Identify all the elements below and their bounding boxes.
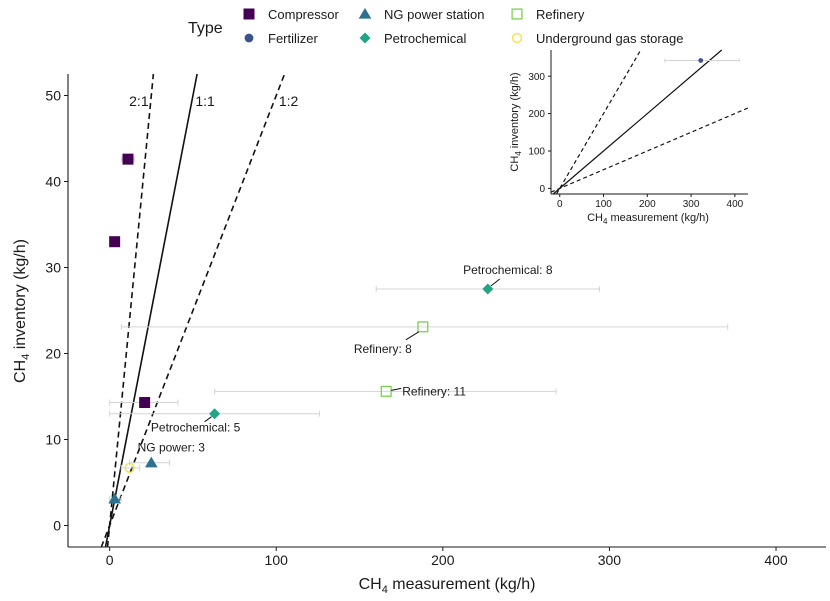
inset-x-tick-label: 0 <box>557 199 563 210</box>
legend-marker-compressor <box>243 8 255 20</box>
main-y-tick-label: 30 <box>45 260 61 276</box>
legend-items: Compressor Fertilizer NG power station Petr… <box>243 7 683 46</box>
legend-label-refinery: Refinery <box>536 7 585 22</box>
inset-x-tick-label: 300 <box>683 199 700 210</box>
inset-y-tick-label: 0 <box>539 184 545 195</box>
main-x-tick-label: 0 <box>106 552 114 568</box>
point-label-leader <box>405 331 420 341</box>
main-ticks: 0 100 200 300 400 0 10 20 30 40 50 <box>45 88 787 568</box>
inset-x-tick-label: 200 <box>639 199 656 210</box>
main-reference-label-1-1: 1:1 <box>195 93 215 109</box>
main-y-tick-label: 20 <box>45 346 61 362</box>
inset-x-tick-label: 400 <box>727 199 744 210</box>
inset-x-axis-title: CH4 measurement (kg/h) <box>587 212 709 226</box>
main-x-tick-label: 200 <box>431 552 455 568</box>
main-point-refinery <box>417 321 429 333</box>
main-reference-label-1-2: 1:2 <box>279 93 299 109</box>
inset-y-tick-label: 100 <box>528 147 545 158</box>
legend-label-fertilizer: Fertilizer <box>268 31 319 46</box>
main-point-refinery <box>380 385 392 397</box>
inset-point-fertilizer <box>698 58 704 63</box>
point-label-refinery-8: Refinery: 8 <box>354 342 412 356</box>
legend: Type Compressor Fertilizer NG power statio… <box>188 7 683 46</box>
main-point-compressor <box>109 236 121 248</box>
main-x-tick-label: 300 <box>598 552 622 568</box>
inset-points <box>698 58 704 63</box>
main-x-axis-title: CH4 measurement (kg/h) <box>359 576 536 596</box>
legend-label-underground-gas-storage: Underground gas storage <box>536 31 683 46</box>
inset-y-tick-label: 200 <box>528 109 545 120</box>
inset-ticks: 0 100 200 300 400 0 100 200 300 <box>528 72 743 210</box>
inset-plot: 0 100 200 300 400 0 100 200 300 CH4 measurement … <box>508 48 749 226</box>
legend-title: Type <box>188 20 223 37</box>
main-point-underground-gas-storage <box>124 462 135 473</box>
main-point-ng-power-station <box>108 492 121 504</box>
point-label-leader <box>204 416 212 423</box>
main-points <box>108 153 494 504</box>
main-reference-label-2-1: 2:1 <box>129 93 149 109</box>
point-label-petrochemical-8: Petrochemical: 8 <box>463 263 553 277</box>
legend-marker-petrochemical <box>359 32 371 44</box>
inset-x-tick-label: 100 <box>595 199 612 210</box>
main-reference-line-2-1 <box>106 73 155 548</box>
legend-marker-fertilizer <box>244 33 254 43</box>
point-label-leader <box>490 278 501 287</box>
legend-label-compressor: Compressor <box>268 7 339 22</box>
main-x-tick-label: 100 <box>265 552 289 568</box>
main-point-petrochemical <box>209 408 221 420</box>
inset-background <box>508 48 748 198</box>
main-point-compressor <box>122 153 134 165</box>
main-point-compressor <box>139 397 151 409</box>
main-y-tick-label: 50 <box>45 88 61 104</box>
point-label-petrochemical-5: Petrochemical: 5 <box>151 421 241 435</box>
legend-label-petrochemical: Petrochemical <box>384 31 466 46</box>
legend-marker-underground-gas-storage <box>511 32 523 44</box>
inset-reference-line-1 <box>552 49 723 195</box>
main-y-axis-title: CH4 inventory (kg/h) <box>12 239 32 383</box>
legend-marker-refinery <box>511 8 523 20</box>
main-point-ng-power-station <box>144 456 158 468</box>
legend-marker-ng-power-station <box>358 7 372 19</box>
main-reference-lines: 2:1 1:1 1:2 <box>100 73 299 548</box>
inset-y-tick-label: 300 <box>528 72 545 83</box>
point-label-refinery-11: Refinery: 11 <box>402 384 466 398</box>
inset-y-axis-title: CH4 inventory (kg/h) <box>509 72 523 171</box>
main-y-tick-label: 0 <box>53 518 61 534</box>
main-y-tick-label: 10 <box>45 432 61 448</box>
main-y-tick-label: 40 <box>45 174 61 190</box>
point-label-leader <box>391 387 402 391</box>
inset-reference-lines <box>550 49 749 195</box>
main-plot: 2:1 1:1 1:2 Petrochemical: 8 Refinery: 8 Ref… <box>12 73 826 596</box>
inset-reference-line-2 <box>550 107 749 193</box>
main-point-labels: Petrochemical: 8 Refinery: 8 Refinery: 11 P… <box>138 263 553 455</box>
main-x-tick-label: 400 <box>764 552 788 568</box>
legend-label-ng-power-station: NG power station <box>384 7 484 22</box>
main-point-petrochemical <box>482 283 494 295</box>
main-reference-line-1-1 <box>104 73 198 548</box>
point-label-ng-power-3: NG power: 3 <box>138 441 206 455</box>
main-reference-line-1-2 <box>100 73 286 548</box>
